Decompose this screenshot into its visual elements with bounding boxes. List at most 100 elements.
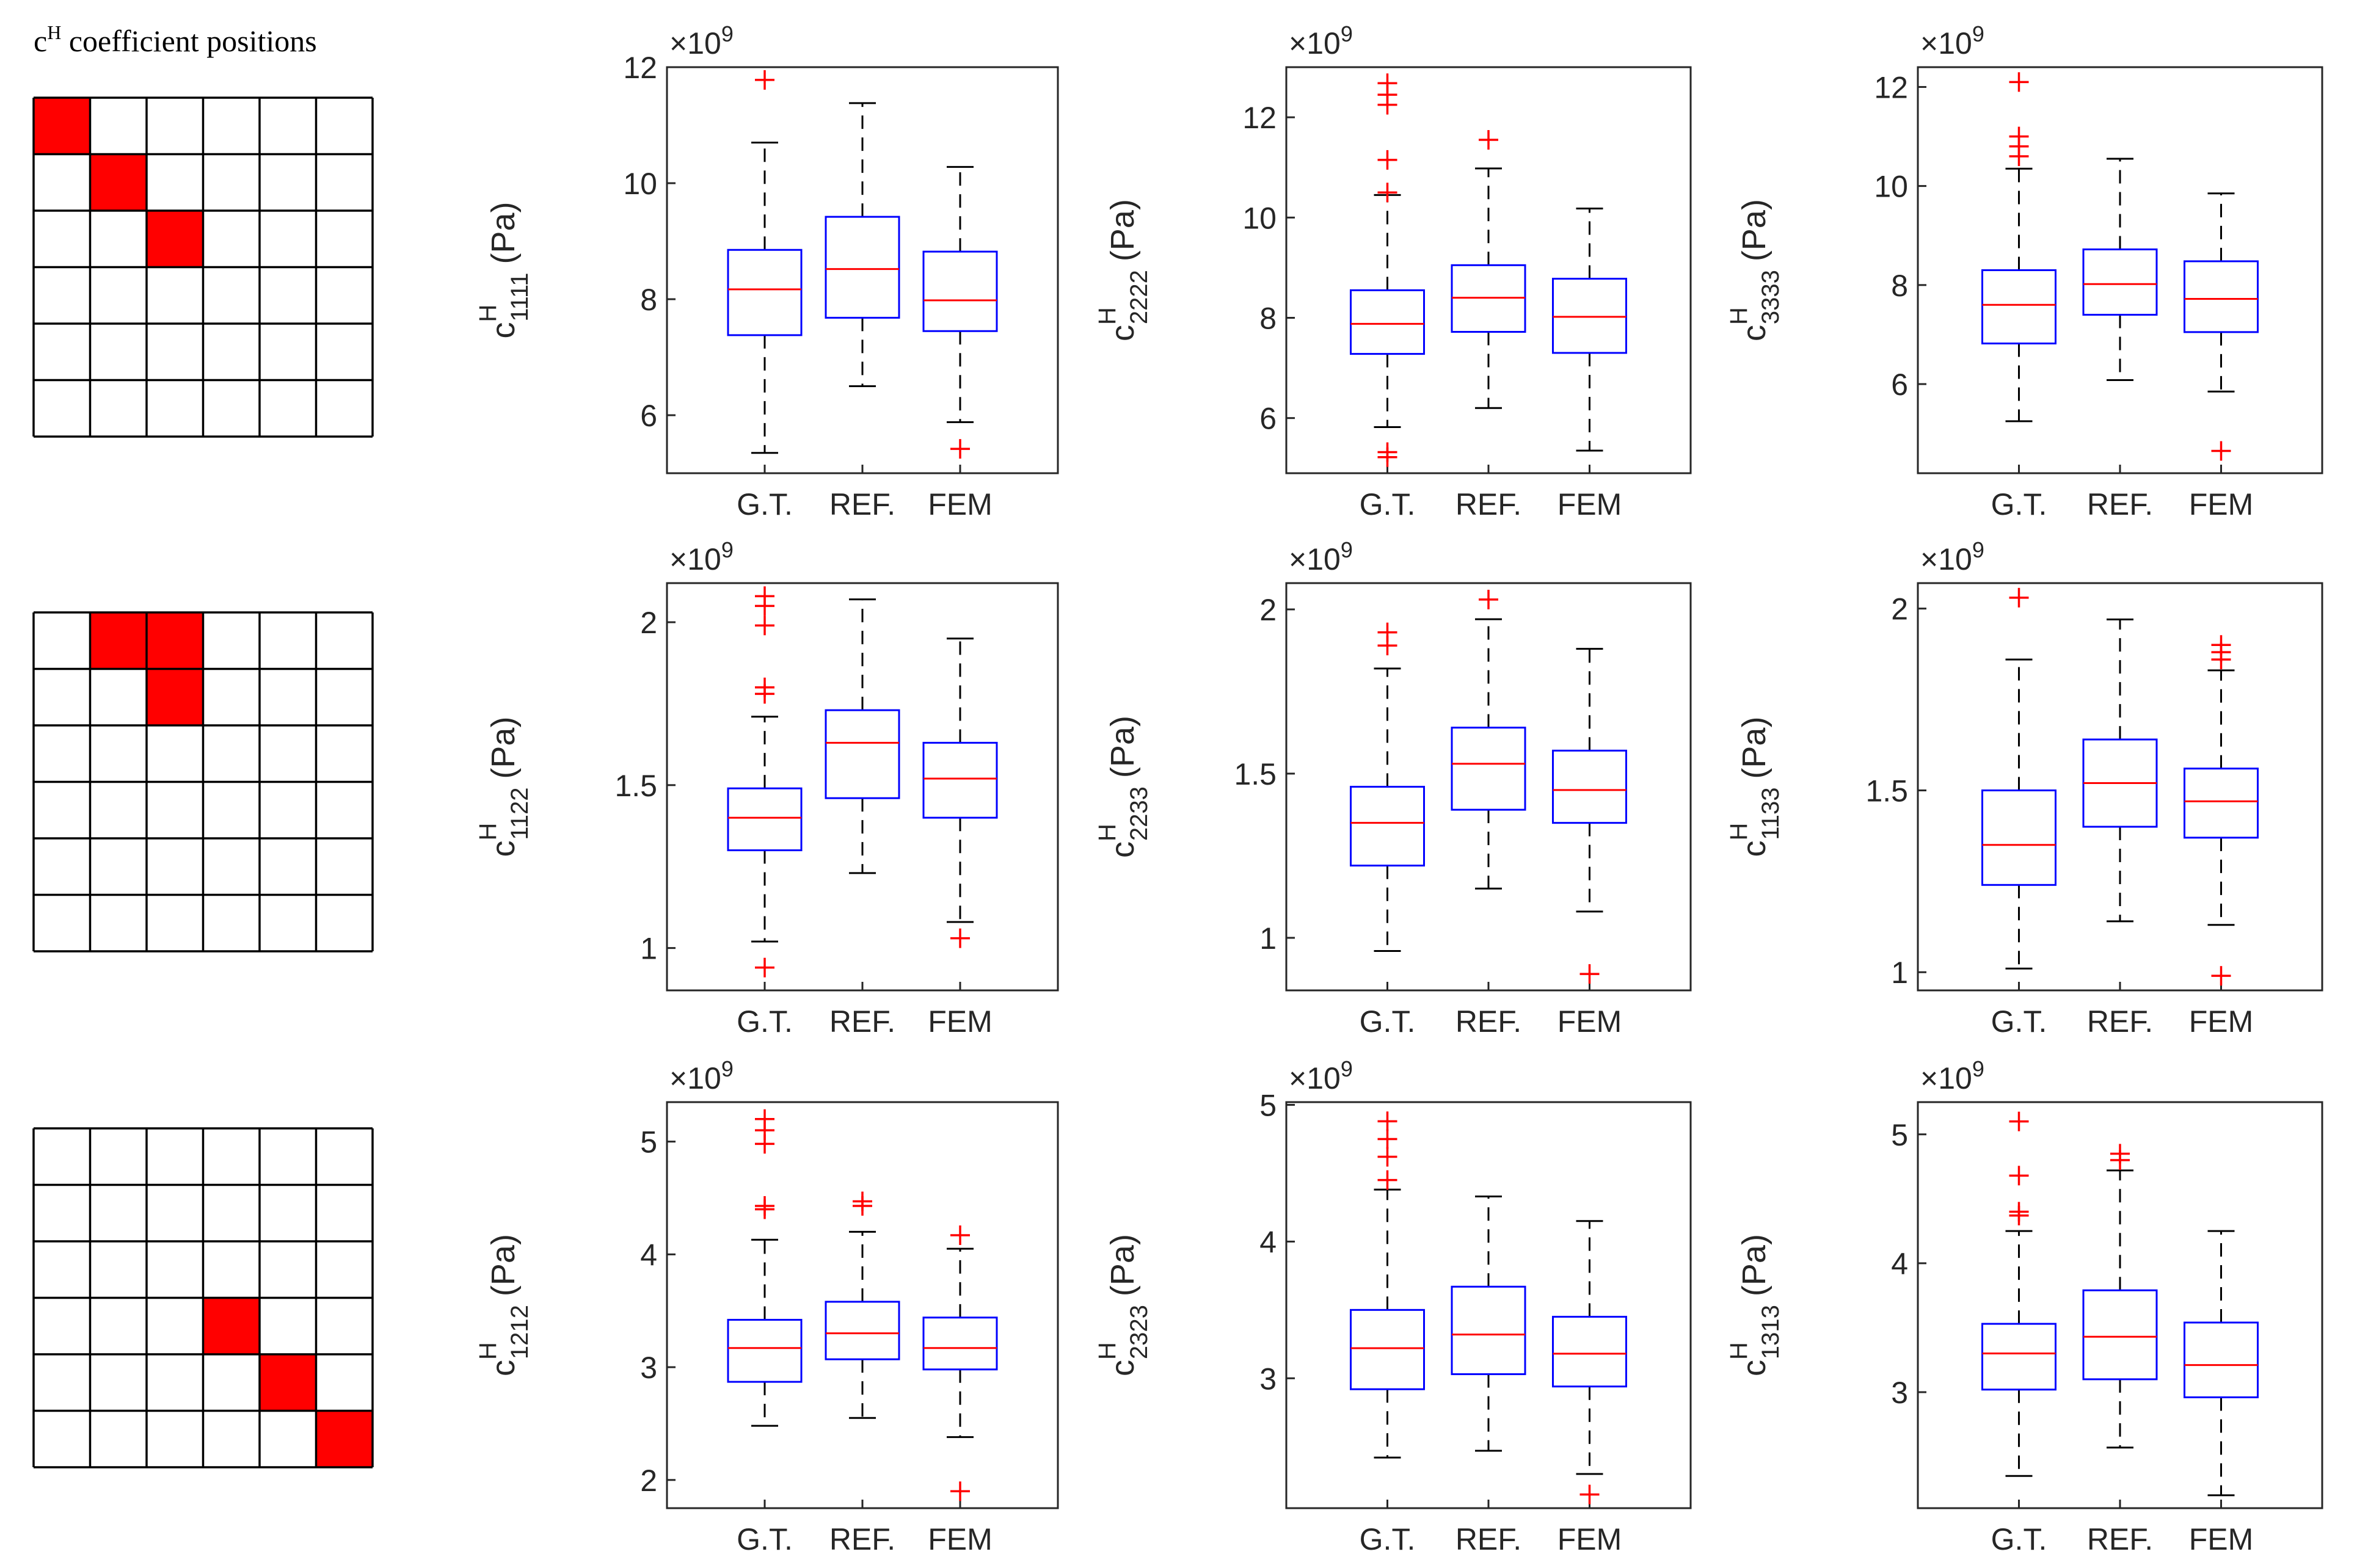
y-tick-label: 5: [1891, 1118, 1908, 1152]
y-tick-label: 8: [1259, 301, 1277, 335]
y-axis-label: cH 2222(Pa): [1094, 199, 1153, 341]
box-fem: FEM: [2184, 635, 2259, 1039]
box-ref: REF.: [2082, 158, 2158, 521]
box-gt: G.T.: [1981, 72, 2056, 521]
outlier-marker: [1579, 1484, 1600, 1504]
x-tick-label: FEM: [2189, 1522, 2254, 1556]
iqr-box: [727, 787, 803, 852]
highlighted-cell: [90, 612, 147, 669]
plot-frame: [666, 1101, 1059, 1509]
y-tick-label: 12: [623, 51, 657, 85]
iqr-box: [922, 1316, 998, 1371]
y-tick-label: 4: [1891, 1247, 1908, 1281]
outlier-marker: [950, 439, 970, 459]
outlier-marker: [950, 1481, 970, 1501]
outlier-marker: [1579, 964, 1600, 984]
axis-exponent: ×109: [669, 537, 734, 576]
outlier-marker: [1377, 636, 1397, 656]
x-tick-label: REF.: [1455, 1004, 1521, 1039]
y-tick-label: 2: [1259, 593, 1277, 627]
iqr-box: [1451, 1285, 1526, 1376]
highlighted-cell: [90, 154, 147, 211]
x-tick-label: REF.: [829, 1004, 895, 1039]
coefficient-matrix: [32, 611, 374, 953]
iqr-box: [1981, 1323, 2056, 1391]
axis-exponent: ×109: [1920, 1056, 1984, 1095]
x-tick-label: FEM: [928, 1004, 993, 1039]
y-tick-label: 5: [1259, 1088, 1277, 1122]
y-tick-label: 1: [640, 932, 657, 966]
highlighted-cell: [203, 1298, 260, 1354]
y-tick-label: 8: [1891, 269, 1908, 303]
iqr-box: [1552, 749, 1627, 824]
boxplot-chart: ×109 1 1.5 2 cH 2233(Pa) G.T. REF. FEM: [1094, 537, 1692, 1039]
outlier-marker: [755, 596, 774, 616]
iqr-box: [2082, 1289, 2158, 1381]
box-ref: REF.: [825, 1191, 900, 1556]
boxplot-chart: ×109 6 8 10 12 cH 3333(Pa) G.T. REF. FEM: [1725, 21, 2323, 521]
x-tick-label: G.T.: [1360, 1004, 1416, 1039]
outlier-marker: [2110, 1150, 2130, 1170]
x-tick-label: G.T.: [1991, 487, 2047, 521]
boxplot-chart: ×109 1 1.5 2 cH 1122(Pa) G.T. REF. FEM: [475, 537, 1059, 1039]
axis-exponent: ×109: [1920, 21, 1984, 60]
x-tick-label: FEM: [928, 1522, 993, 1556]
y-tick-label: 1: [1259, 921, 1277, 956]
box-ref: REF.: [1451, 130, 1526, 521]
coefficient-matrix: [32, 96, 374, 438]
outlier-marker: [1377, 95, 1397, 115]
y-tick-label: 3: [1891, 1376, 1908, 1410]
y-tick-label: 4: [1259, 1225, 1277, 1259]
box-fem: FEM: [922, 637, 998, 1039]
plot-frame: [1285, 66, 1692, 474]
x-tick-label: G.T.: [1360, 1522, 1416, 1556]
boxplot-chart: ×109 2 3 4 5 cH 1212(Pa) G.T. REF. FEM: [475, 1056, 1059, 1556]
y-tick-label: 6: [640, 399, 657, 433]
box-gt: G.T.: [1350, 73, 1425, 521]
outlier-marker: [755, 684, 774, 704]
y-tick-label: 6: [1891, 368, 1908, 402]
y-axis-label: cH 2233(Pa): [1094, 716, 1153, 858]
axis-exponent: ×109: [669, 21, 734, 60]
box-gt: G.T.: [1350, 1111, 1425, 1556]
box-gt: G.T.: [1981, 587, 2056, 1039]
box-gt: G.T.: [1350, 622, 1425, 1039]
outlier-marker: [1377, 183, 1397, 203]
y-tick-label: 2: [640, 606, 657, 640]
y-tick-label: 1.5: [1865, 774, 1908, 808]
y-tick-label: 4: [640, 1238, 657, 1272]
iqr-box: [1981, 789, 2056, 886]
y-tick-label: 12: [1874, 70, 1908, 104]
outlier-marker: [1377, 447, 1397, 467]
outlier-marker: [2211, 441, 2231, 461]
y-tick-label: 2: [1891, 592, 1908, 626]
matrix-title: cH coefficient positions: [34, 21, 317, 58]
x-tick-label: REF.: [1455, 487, 1521, 521]
iqr-box: [1350, 786, 1425, 867]
x-tick-label: FEM: [2189, 1004, 2254, 1039]
iqr-box: [922, 741, 998, 819]
outlier-marker: [1377, 150, 1397, 170]
y-axis-label: cH 1133(Pa): [1725, 717, 1784, 857]
boxplot-chart: ×109 3 4 5 cH 1313(Pa) G.T. REF. FEM: [1725, 1056, 2323, 1556]
outlier-marker: [755, 957, 774, 978]
outlier-marker: [1377, 1129, 1397, 1149]
y-tick-label: 10: [1874, 170, 1908, 204]
highlighted-cell: [147, 612, 203, 669]
iqr-box: [1552, 1316, 1627, 1388]
x-tick-label: REF.: [829, 1522, 895, 1556]
box-ref: REF.: [825, 102, 900, 521]
plot-frame: [1917, 66, 2323, 474]
plot-frame: [1285, 582, 1692, 992]
iqr-box: [1981, 269, 2056, 345]
boxplot-chart: ×109 6 8 10 12 cH 1111(Pa) G.T. REF. FEM: [475, 21, 1059, 521]
iqr-box: [825, 1301, 900, 1360]
box-ref: REF.: [2082, 1144, 2158, 1556]
x-tick-label: G.T.: [737, 1004, 793, 1039]
y-axis-label: cH 2323(Pa): [1094, 1234, 1153, 1376]
y-tick-label: 5: [640, 1125, 657, 1160]
x-tick-label: FEM: [1557, 487, 1622, 521]
outlier-marker: [2009, 1166, 2029, 1186]
